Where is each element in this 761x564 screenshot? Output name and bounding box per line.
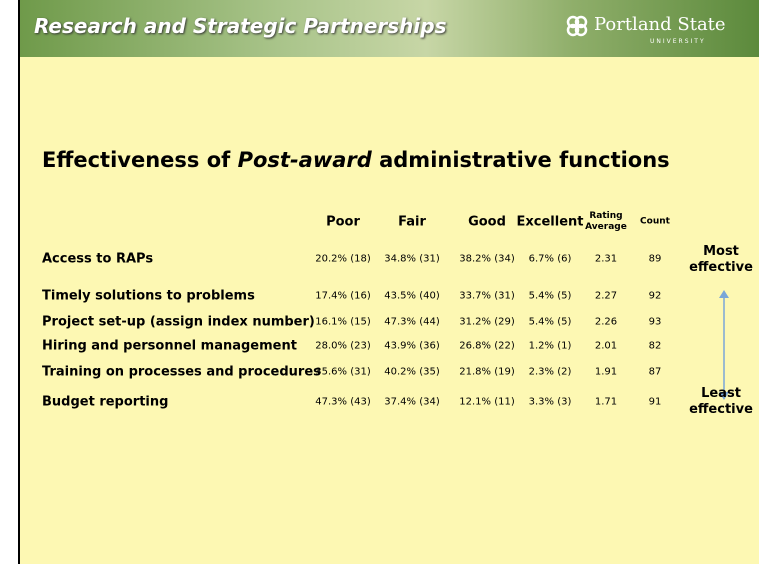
cell: 2.27 xyxy=(595,291,617,302)
cell: 91 xyxy=(649,397,662,408)
cell: 5.4% (5) xyxy=(529,317,572,328)
column-header: Count xyxy=(630,217,680,228)
title-part: administrative functions xyxy=(372,148,670,172)
cell: 43.5% (40) xyxy=(384,291,439,302)
slide-title: Effectiveness of Post-award administrati… xyxy=(42,148,670,172)
cell: 5.4% (5) xyxy=(529,291,572,302)
header-title: Research and Strategic Partnerships xyxy=(34,14,447,38)
annotation-most: Most effective xyxy=(686,244,756,276)
row-label: Hiring and personnel management xyxy=(42,339,297,354)
cell: 93 xyxy=(649,317,662,328)
cell: 1.2% (1) xyxy=(529,341,572,352)
cell: 33.7% (31) xyxy=(459,291,514,302)
logo-sub: UNIVERSITY xyxy=(650,38,706,45)
column-header: Good xyxy=(468,215,506,230)
column-header: Fair xyxy=(398,215,426,230)
logo-name: Portland State xyxy=(594,14,726,35)
cell: 2.26 xyxy=(595,317,617,328)
cell: 21.8% (19) xyxy=(459,367,514,378)
cell: 31.2% (29) xyxy=(459,317,514,328)
cell: 38.2% (34) xyxy=(459,254,514,265)
cell: 28.0% (23) xyxy=(315,341,370,352)
cell: 47.3% (43) xyxy=(315,397,370,408)
column-header: Poor xyxy=(326,215,360,230)
page: Research and Strategic Partnerships Port… xyxy=(0,0,761,564)
cell: 43.9% (36) xyxy=(384,341,439,352)
header: Research and Strategic Partnerships Port… xyxy=(20,0,759,57)
cell: 92 xyxy=(649,291,662,302)
cell: 1.91 xyxy=(595,367,617,378)
cell: 2.3% (2) xyxy=(529,367,572,378)
cell: 34.8% (31) xyxy=(384,254,439,265)
cell: 26.8% (22) xyxy=(459,341,514,352)
logo-icon xyxy=(565,14,589,38)
cell: 6.7% (6) xyxy=(529,254,572,265)
cell: 20.2% (18) xyxy=(315,254,370,265)
column-header: Excellent xyxy=(517,215,584,230)
cell: 47.3% (44) xyxy=(384,317,439,328)
annotation-least: Least effective xyxy=(686,386,756,418)
cell: 89 xyxy=(649,254,662,265)
slide: Research and Strategic Partnerships Port… xyxy=(18,0,759,564)
cell: 16.1% (15) xyxy=(315,317,370,328)
cell: 2.31 xyxy=(595,254,617,265)
column-header: Rating Average xyxy=(581,211,631,233)
cell: 40.2% (35) xyxy=(384,367,439,378)
cell: 1.71 xyxy=(595,397,617,408)
cell: 2.01 xyxy=(595,341,617,352)
cell: 12.1% (11) xyxy=(459,397,514,408)
row-label: Timely solutions to problems xyxy=(42,289,255,304)
cell: 35.6% (31) xyxy=(315,367,370,378)
row-label: Access to RAPs xyxy=(42,252,153,267)
cell: 37.4% (34) xyxy=(384,397,439,408)
row-label: Budget reporting xyxy=(42,395,168,410)
cell: 82 xyxy=(649,341,662,352)
cell: 3.3% (3) xyxy=(529,397,572,408)
title-part: Effectiveness of xyxy=(42,148,238,172)
cell: 87 xyxy=(649,367,662,378)
row-label: Project set-up (assign index number) xyxy=(42,315,315,330)
title-part: Post-award xyxy=(238,148,372,172)
row-label: Training on processes and procedures xyxy=(42,365,321,380)
cell: 17.4% (16) xyxy=(315,291,370,302)
